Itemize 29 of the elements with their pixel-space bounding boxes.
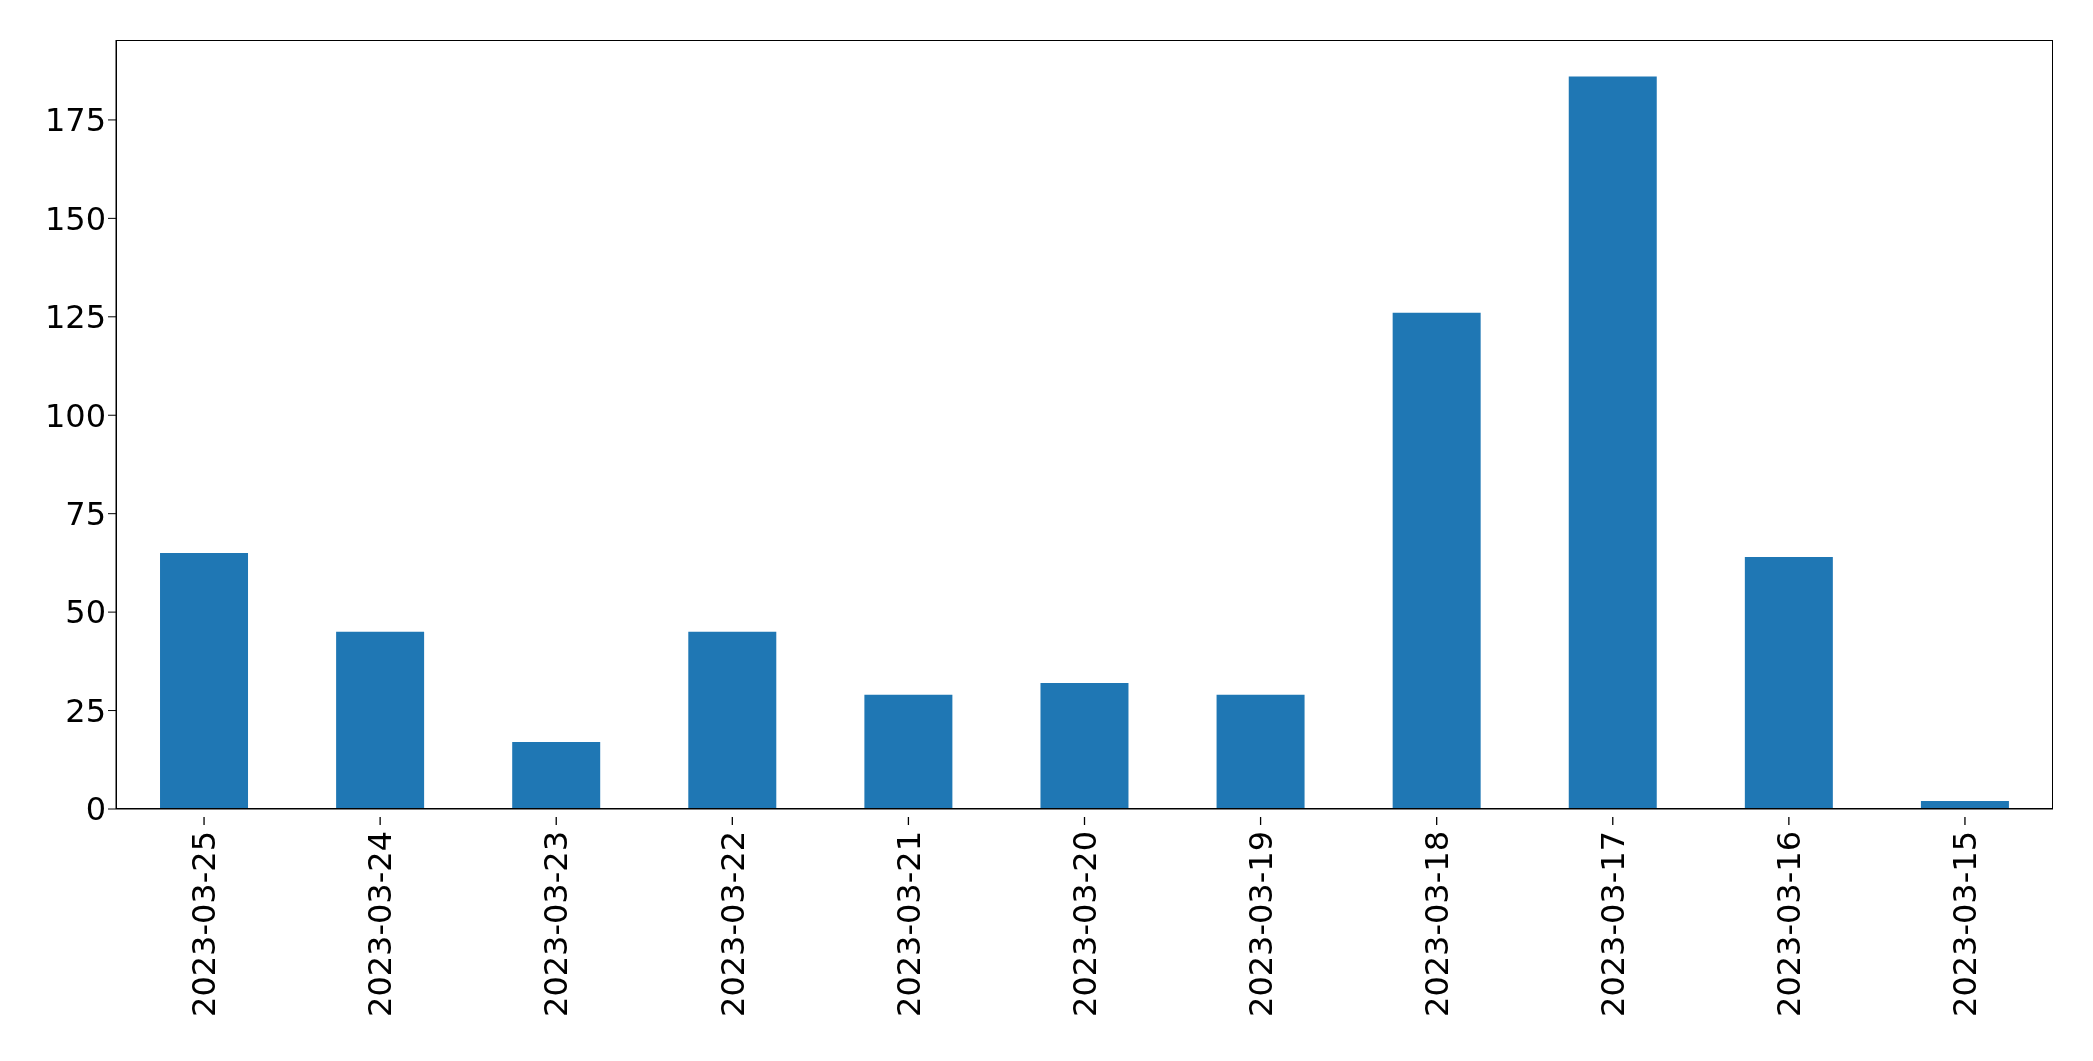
bar	[864, 694, 953, 809]
bar	[1040, 683, 1129, 809]
bar	[1744, 557, 1833, 809]
bar	[160, 553, 249, 809]
x-tick-label: 2023-03-18	[1417, 831, 1456, 1017]
bar	[512, 742, 601, 809]
x-tick-label: 2023-03-21	[889, 831, 928, 1017]
x-tick-label: 2023-03-20	[1065, 831, 1104, 1017]
x-tick-label: 2023-03-23	[537, 831, 576, 1017]
y-tick-label: 75	[65, 495, 106, 534]
y-tick-label: 25	[65, 691, 106, 730]
y-tick-label: 50	[65, 593, 106, 632]
y-tick-label: 100	[44, 396, 106, 435]
x-tick-label: 2023-03-19	[1241, 831, 1280, 1017]
x-tick-label: 2023-03-22	[713, 831, 752, 1017]
bar	[1568, 76, 1657, 809]
y-tick-label: 150	[44, 199, 106, 238]
bar	[336, 631, 425, 809]
y-tick-label: 175	[44, 101, 106, 140]
y-tick-label: 125	[44, 298, 106, 337]
x-tick-label: 2023-03-24	[361, 831, 400, 1017]
bar	[1392, 312, 1481, 809]
x-tick-label: 2023-03-15	[1946, 831, 1985, 1017]
y-tick-label: 0	[85, 790, 106, 829]
bar	[1216, 694, 1305, 809]
x-tick-label: 2023-03-17	[1593, 831, 1632, 1017]
x-tick-label: 2023-03-25	[185, 831, 224, 1017]
bar	[688, 631, 777, 809]
x-tick-label: 2023-03-16	[1770, 831, 1809, 1017]
